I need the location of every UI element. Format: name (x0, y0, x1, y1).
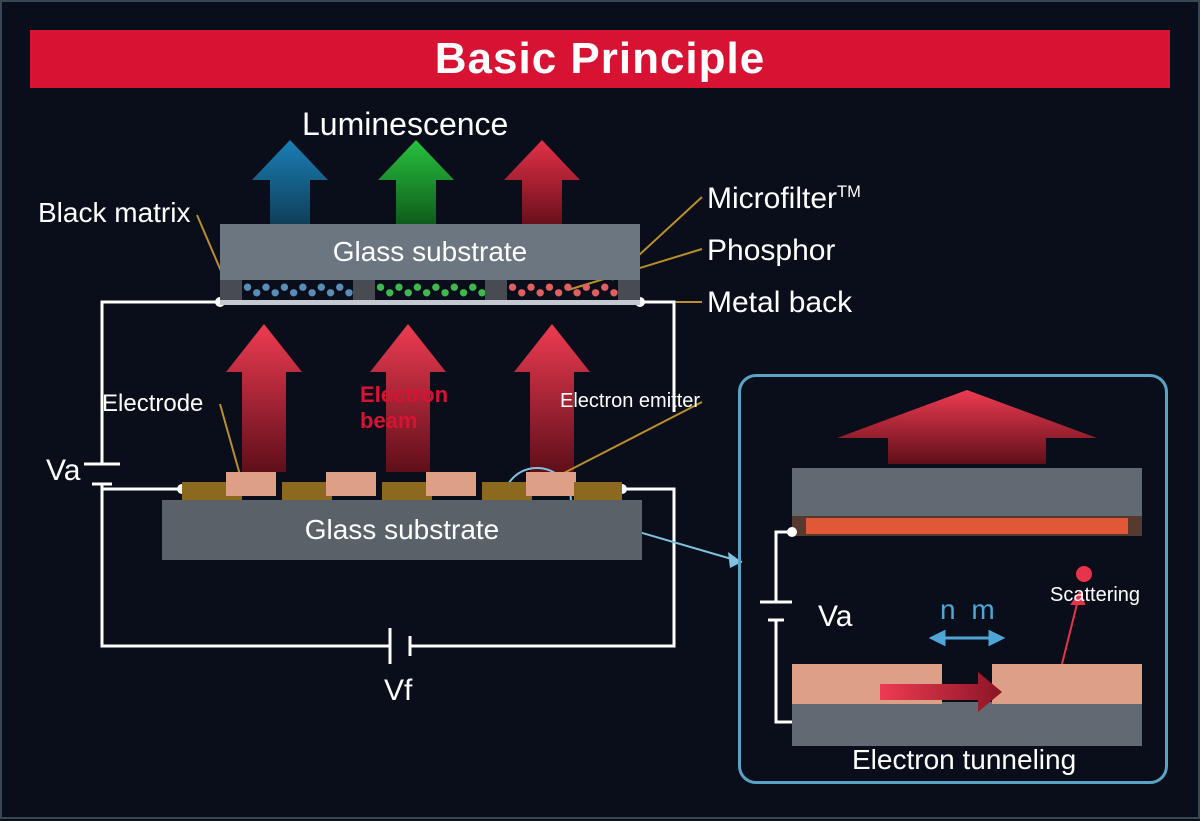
luminescence-arrow-blue (252, 140, 328, 224)
phosphor-seg-blue (242, 280, 353, 300)
label-metal-back: Metal back (707, 286, 852, 320)
label-black-matrix: Black matrix (38, 197, 190, 229)
label-vf: Vf (384, 674, 412, 708)
luminescence-arrow-green (378, 140, 454, 224)
phosphor-seg-green (375, 280, 486, 300)
label-phosphor: Phosphor (707, 234, 835, 268)
glass-substrate-top: Glass substrate (220, 224, 640, 280)
zoom-box (738, 374, 1168, 784)
label-electron-beam-1: Electron (360, 382, 448, 408)
label-va: Va (46, 454, 80, 488)
metal-back-layer (220, 300, 640, 305)
label-electron-emitter: Electron emitter (560, 390, 700, 413)
label-microfilter: MicrofilterTM (707, 182, 861, 216)
glass-top-label: Glass substrate (333, 236, 528, 268)
label-electrode: Electrode (102, 390, 203, 418)
phosphor-seg-red (507, 280, 618, 300)
label-luminescence: Luminescence (302, 106, 508, 143)
glass-substrate-bottom: Glass substrate (162, 500, 642, 560)
phosphor-row (220, 280, 640, 300)
glass-bottom-label: Glass substrate (305, 514, 500, 546)
label-electron-beam-2: beam (360, 408, 417, 434)
emitter-row (182, 472, 622, 502)
luminescence-arrow-red (504, 140, 580, 224)
label-scattering: Scattering (1050, 584, 1140, 607)
label-zoom-va: Va (818, 600, 852, 634)
label-tunneling: Electron tunneling (852, 744, 1076, 776)
label-nm: n m (940, 594, 999, 626)
